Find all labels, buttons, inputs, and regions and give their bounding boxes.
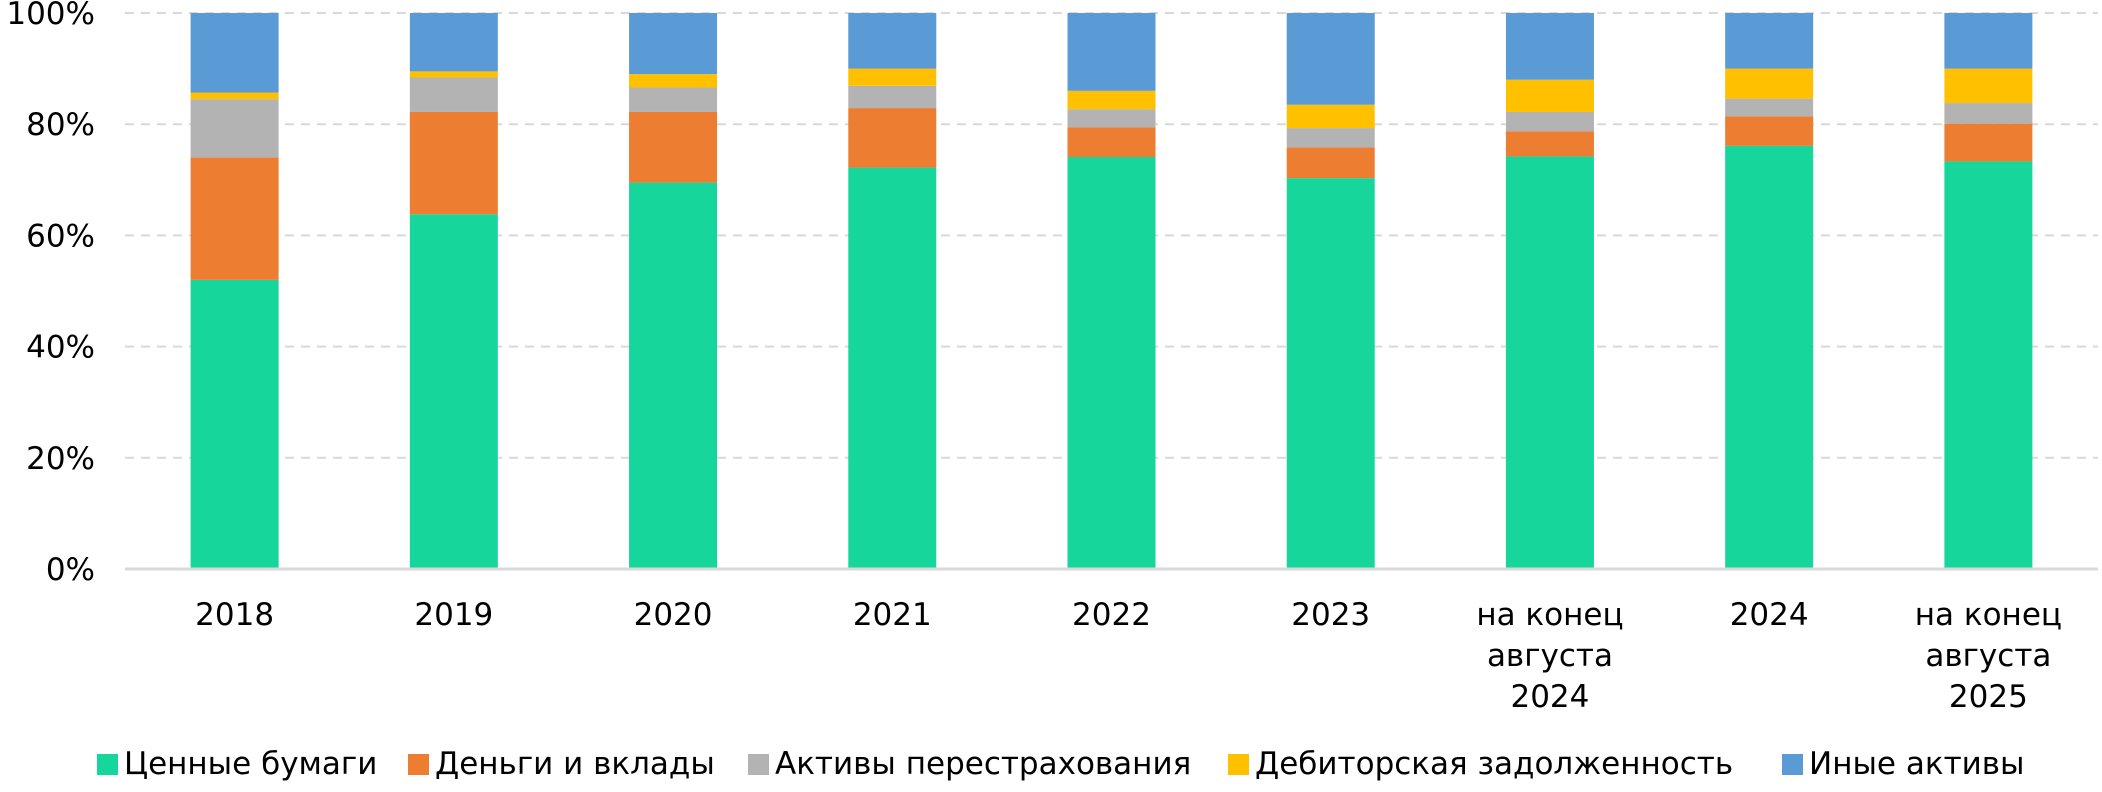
legend-label: Активы перестрахования bbox=[775, 746, 1191, 782]
legend-swatch bbox=[748, 754, 769, 775]
bar-segment-series-0-category-7 bbox=[1725, 145, 1814, 569]
y-tick-label: 40% bbox=[26, 330, 95, 366]
bar-segment-series-3-category-1 bbox=[409, 71, 498, 78]
x-tick-label-line: 2021 bbox=[853, 597, 932, 633]
bar-segment-series-2-category-7 bbox=[1725, 98, 1814, 117]
bar-segment-series-4-category-7 bbox=[1725, 13, 1814, 69]
legend-label: Деньги и вклады bbox=[435, 746, 715, 782]
bar-segment-series-0-category-1 bbox=[409, 214, 498, 569]
bar-segment-series-1-category-7 bbox=[1725, 116, 1814, 146]
x-tick-label-line: на конец bbox=[1915, 597, 2062, 633]
bar-segment-series-4-category-1 bbox=[409, 13, 498, 72]
x-axis-tick-labels: 2018 2019 2020 2021 2022 2023 на конец августа 2… bbox=[195, 597, 2062, 715]
x-tick-label-line: 2019 bbox=[414, 597, 493, 633]
bar-segment-series-3-category-6 bbox=[1505, 79, 1594, 112]
x-tick-label-line: 2018 bbox=[195, 597, 274, 633]
legend-item: Активы перестрахования bbox=[748, 746, 1191, 782]
bar-segment-series-1-category-3 bbox=[848, 108, 937, 168]
y-tick-label: 0% bbox=[46, 552, 95, 588]
bar-segment-series-0-category-3 bbox=[848, 167, 937, 569]
bars bbox=[190, 13, 2033, 569]
legend-label: Дебиторская задолженность bbox=[1255, 746, 1733, 782]
bar-segment-series-1-category-1 bbox=[409, 111, 498, 215]
bar-segment-series-4-category-8 bbox=[1944, 13, 2033, 69]
bar-segment-series-3-category-7 bbox=[1725, 68, 1814, 99]
bar-segment-series-2-category-0 bbox=[190, 99, 279, 158]
bar-segment-series-0-category-2 bbox=[629, 182, 718, 569]
y-tick-label: 100% bbox=[6, 0, 95, 32]
x-tick-label-line: на конец bbox=[1476, 597, 1623, 633]
bar-segment-series-1-category-2 bbox=[629, 111, 718, 183]
bar-segment-series-4-category-5 bbox=[1286, 13, 1375, 105]
x-tick-label: 2023 bbox=[1291, 597, 1370, 633]
x-tick-label: 2018 bbox=[195, 597, 274, 633]
bar-segment-series-2-category-1 bbox=[409, 77, 498, 112]
bar-segment-series-0-category-4 bbox=[1067, 157, 1156, 569]
bar-segment-series-4-category-0 bbox=[190, 13, 279, 93]
x-tick-label-line: августа bbox=[1925, 638, 2051, 674]
legend-item: Деньги и вклады bbox=[408, 746, 715, 782]
x-tick-label: 2019 bbox=[414, 597, 493, 633]
bar-segment-series-1-category-6 bbox=[1505, 131, 1594, 157]
bar-segment-series-1-category-0 bbox=[190, 157, 279, 280]
y-tick-label: 20% bbox=[26, 441, 95, 477]
legend-label: Иные активы bbox=[1809, 746, 2025, 782]
legend-item: Дебиторская задолженность bbox=[1228, 746, 1733, 782]
x-tick-label-line: 2024 bbox=[1510, 679, 1589, 715]
bar-segment-series-4-category-6 bbox=[1505, 13, 1594, 80]
x-tick-label: 2021 bbox=[853, 597, 932, 633]
y-tick-label: 60% bbox=[26, 218, 95, 254]
x-tick-label-line: 2023 bbox=[1291, 597, 1370, 633]
bar-segment-series-2-category-2 bbox=[629, 87, 718, 112]
x-tick-label-line: августа bbox=[1487, 638, 1613, 674]
bar-segment-series-0-category-6 bbox=[1505, 156, 1594, 569]
x-tick-label: на конец августа 2024 bbox=[1476, 597, 1623, 715]
bar-segment-series-0-category-0 bbox=[190, 279, 279, 569]
bar-segment-series-4-category-4 bbox=[1067, 13, 1156, 91]
legend-swatch bbox=[1228, 754, 1249, 775]
bar-segment-series-1-category-5 bbox=[1286, 147, 1375, 179]
bar-segment-series-2-category-8 bbox=[1944, 103, 2033, 124]
legend-item: Ценные бумаги bbox=[97, 746, 377, 782]
bar-segment-series-2-category-4 bbox=[1067, 109, 1156, 128]
x-tick-label: 2020 bbox=[634, 597, 713, 633]
bar-segment-series-3-category-0 bbox=[190, 92, 279, 100]
x-tick-label: на конец августа 2025 bbox=[1915, 597, 2062, 715]
bar-segment-series-3-category-3 bbox=[848, 68, 937, 86]
bar-segment-series-2-category-6 bbox=[1505, 111, 1594, 132]
x-tick-label-line: 2024 bbox=[1730, 597, 1809, 633]
y-tick-label: 80% bbox=[26, 107, 95, 143]
bar-segment-series-4-category-2 bbox=[629, 13, 718, 75]
bar-segment-series-3-category-8 bbox=[1944, 68, 2033, 104]
y-axis-tick-labels: 0% 20% 40% 60% 80% 100% bbox=[6, 0, 95, 588]
bar-segment-series-2-category-5 bbox=[1286, 128, 1375, 148]
x-tick-label-line: 2025 bbox=[1949, 679, 2028, 715]
bar-segment-series-1-category-8 bbox=[1944, 123, 2033, 162]
bar-segment-series-3-category-4 bbox=[1067, 90, 1156, 110]
legend-label: Ценные бумаги bbox=[124, 746, 377, 782]
bar-segment-series-0-category-8 bbox=[1944, 161, 2033, 569]
x-tick-label-line: 2022 bbox=[1072, 597, 1151, 633]
x-tick-label: 2022 bbox=[1072, 597, 1151, 633]
bar-segment-series-4-category-3 bbox=[848, 13, 937, 69]
legend-swatch bbox=[97, 754, 118, 775]
legend-swatch bbox=[408, 754, 429, 775]
bar-segment-series-3-category-2 bbox=[629, 74, 718, 88]
bar-segment-series-2-category-3 bbox=[848, 85, 937, 109]
bar-segment-series-0-category-5 bbox=[1286, 178, 1375, 569]
bar-segment-series-1-category-4 bbox=[1067, 127, 1156, 158]
legend-swatch bbox=[1782, 754, 1803, 775]
legend: Ценные бумаги Деньги и вклады Активы перес… bbox=[97, 746, 2025, 782]
legend-item: Иные активы bbox=[1782, 746, 2025, 782]
x-tick-label: 2024 bbox=[1730, 597, 1809, 633]
x-tick-label-line: 2020 bbox=[634, 597, 713, 633]
bar-segment-series-3-category-5 bbox=[1286, 104, 1375, 129]
